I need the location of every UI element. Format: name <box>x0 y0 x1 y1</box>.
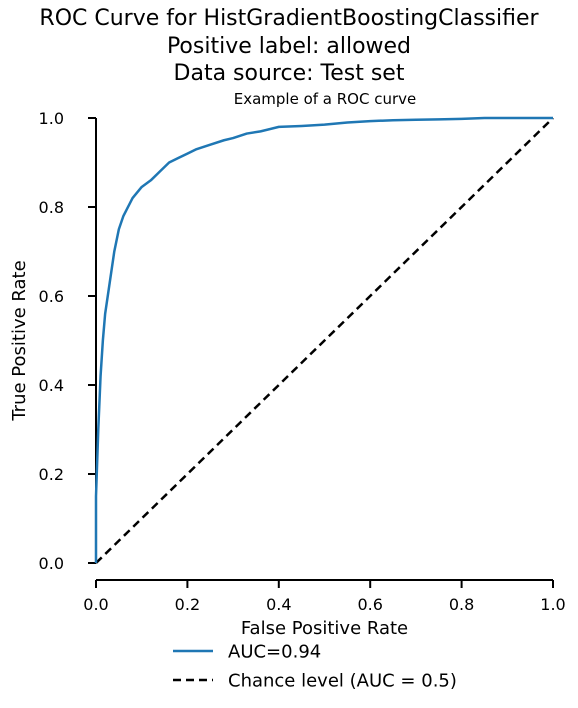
x-tick-label: 1.0 <box>540 595 565 614</box>
legend-label-chance: Chance level (AUC = 0.5) <box>228 671 457 692</box>
x-axis-label: False Positive Rate <box>241 618 408 639</box>
legend: AUC=0.94 Chance level (AUC = 0.5) <box>173 642 457 692</box>
y-tick-label: 0.2 <box>39 465 64 484</box>
series <box>94 116 554 564</box>
chart-title-line-2: Positive label: allowed <box>166 34 412 59</box>
roc-curve-line <box>94 116 553 563</box>
y-axis-label: True Positive Rate <box>9 260 30 421</box>
x-tick-label: 0.0 <box>83 595 108 614</box>
y-tick-label: 1.0 <box>39 109 64 128</box>
y-tick-label: 0.8 <box>39 198 64 217</box>
x-tick-label: 0.4 <box>266 595 291 614</box>
chart-subtitle: Example of a ROC curve <box>233 90 417 108</box>
chart-title-line-3: Data source: Test set <box>173 61 405 86</box>
y-tick-label: 0.4 <box>39 376 64 395</box>
legend-label-auc: AUC=0.94 <box>228 642 321 663</box>
axes <box>95 118 553 581</box>
chart-title-line-1: ROC Curve for HistGradientBoostingClassi… <box>39 6 539 31</box>
y-tick-label: 0.0 <box>39 554 64 573</box>
x-tick-label: 0.6 <box>357 595 382 614</box>
ticks: 0.0 0.2 0.4 0.6 0.8 1.0 0.0 0.2 0.4 0.6 0.8 1.0 <box>39 109 566 614</box>
x-tick-label: 0.8 <box>449 595 474 614</box>
y-tick-label: 0.6 <box>39 287 64 306</box>
x-tick-label: 0.2 <box>175 595 200 614</box>
chance-level-line <box>95 117 554 564</box>
